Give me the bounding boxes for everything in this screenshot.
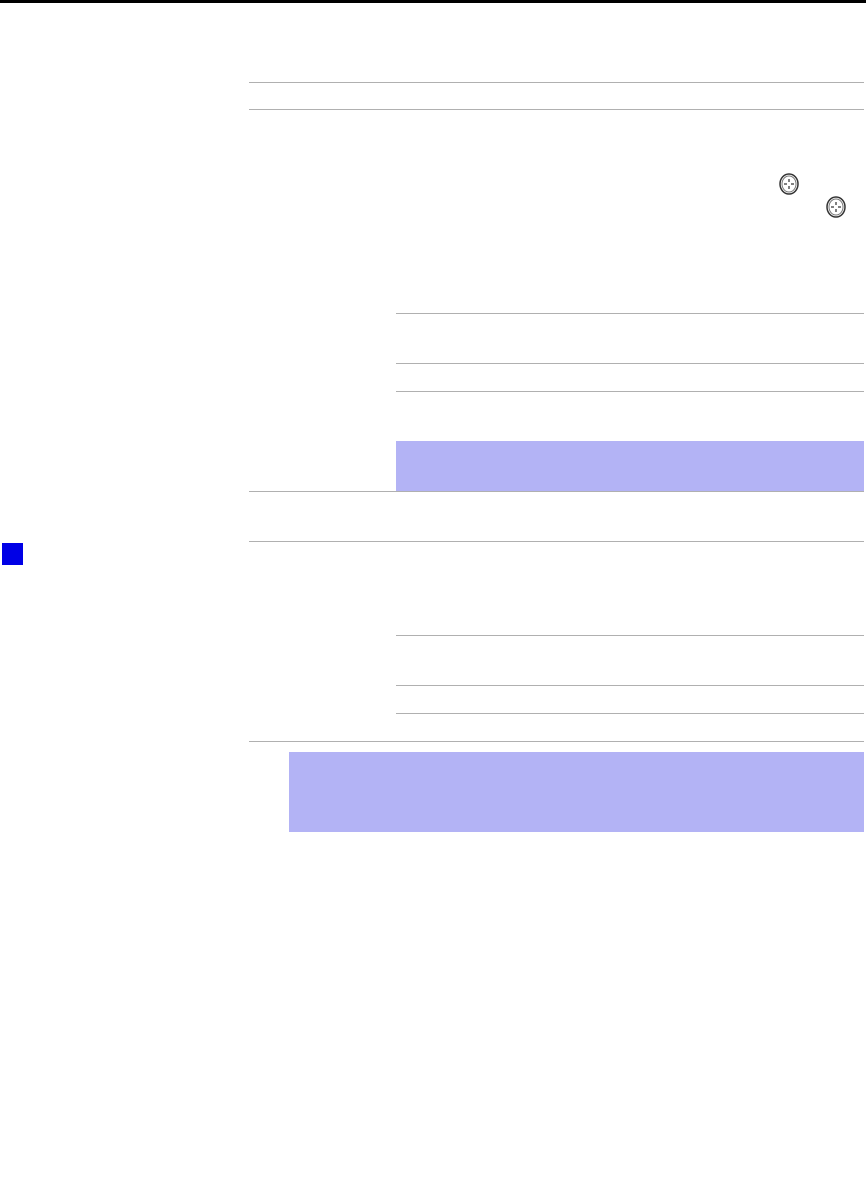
row-rule	[396, 635, 864, 636]
row-rule	[396, 391, 864, 392]
note-box	[289, 752, 864, 832]
table-top-rule	[249, 82, 864, 83]
table-bottom-rule	[249, 741, 864, 742]
crosshair-button-icon	[779, 173, 799, 195]
crosshair-button-icon	[826, 196, 846, 218]
row-rule	[396, 363, 864, 364]
table-header-rule	[249, 109, 864, 110]
section-marker	[2, 543, 23, 565]
row-rule	[396, 313, 864, 314]
header-rule	[0, 0, 866, 3]
highlighted-row	[396, 441, 864, 491]
row-rule	[249, 491, 864, 492]
row-rule	[249, 541, 864, 542]
row-rule	[396, 713, 864, 714]
row-rule	[396, 685, 864, 686]
